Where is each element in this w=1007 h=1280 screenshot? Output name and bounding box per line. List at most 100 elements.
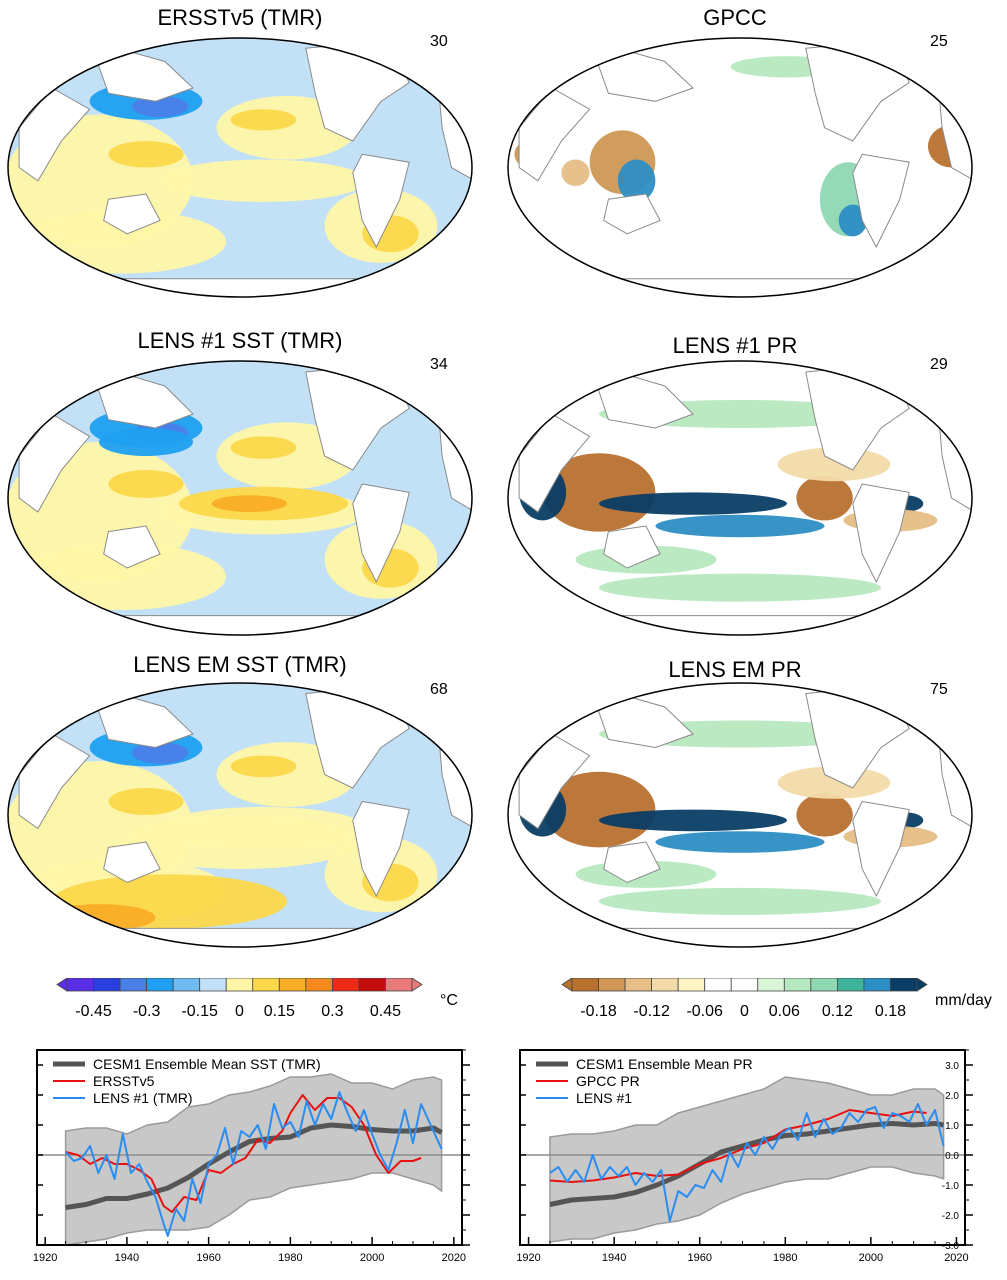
precip-map <box>507 37 973 298</box>
map-border <box>507 37 973 298</box>
sst-timeseries-chart: 1920 1940 1960 1980 2000 2020 CESM1 Ensemble M… <box>33 1049 470 1264</box>
landmass <box>103 525 161 569</box>
colorbar-end-low <box>56 978 68 992</box>
field-contour <box>211 495 287 512</box>
landmass <box>103 841 161 884</box>
field-contour <box>599 887 881 915</box>
map-count: 34 <box>430 356 448 373</box>
field-contour <box>617 159 656 202</box>
field-contour <box>230 436 297 459</box>
colorbar-swatch <box>677 978 706 992</box>
field-contour <box>108 141 184 168</box>
colorbar-swatch <box>66 978 94 992</box>
colorbar-swatch <box>119 978 148 992</box>
x-tick-label: 2000 <box>360 1252 384 1264</box>
colorbar-tick-label: 0.06 <box>769 1003 800 1020</box>
colorbar-swatch <box>331 978 360 992</box>
legend-label: CESM1 Ensemble Mean SST (TMR) <box>93 1056 321 1072</box>
field-contour <box>108 470 184 498</box>
sst-map <box>7 360 473 636</box>
x-tick-label: 2000 <box>859 1252 883 1264</box>
x-tick-label: 1920 <box>33 1252 57 1264</box>
colorbar-swatch <box>704 978 732 992</box>
landmass <box>352 483 410 584</box>
map-count: 68 <box>430 681 448 698</box>
x-tick-label: 1940 <box>602 1252 626 1264</box>
x-tick-label: 2020 <box>442 1252 466 1264</box>
y-tick-label: -1.0 <box>942 1181 960 1192</box>
precip-unit-label: mm/day <box>935 992 992 1009</box>
sst-map <box>7 37 473 298</box>
colorbar-swatch <box>146 978 174 992</box>
colorbar-swatch <box>863 978 891 992</box>
field-contour <box>599 809 787 832</box>
ensemble-spread-band <box>64 1073 443 1246</box>
map-border <box>7 682 473 948</box>
landmass <box>852 483 910 584</box>
colorbar-swatch <box>836 978 865 992</box>
landmass <box>352 153 410 249</box>
x-tick-label: 1920 <box>516 1252 540 1264</box>
y-tick-label: 2.0 <box>945 1091 959 1102</box>
field-contour <box>796 793 853 837</box>
precip-timeseries-chart: 1920 1940 1960 1980 2000 2020-3.0 -2.0 -1.0 0.0 1… <box>516 1049 973 1264</box>
map-border <box>7 37 473 298</box>
colorbar-tick-label: -0.15 <box>181 1003 218 1020</box>
legend-label: GPCC PR <box>576 1073 640 1089</box>
field-contour <box>542 771 656 848</box>
landmass <box>852 153 910 249</box>
colorbar-tick-label: 0 <box>740 1003 749 1020</box>
precip-map <box>507 682 973 948</box>
observation-line <box>65 1094 422 1213</box>
y-tick-label: 0.0 <box>945 1151 959 1162</box>
colorbar-end-low <box>561 978 573 992</box>
colorbar-tick-label: 0.45 <box>370 1003 401 1020</box>
x-tick-label: 2020 <box>944 1252 968 1264</box>
map-field <box>8 361 472 635</box>
field-contour <box>131 742 189 764</box>
x-tick-label: 1960 <box>687 1252 711 1264</box>
colorbar-swatch <box>305 978 333 992</box>
x-tick-label: 1980 <box>773 1252 797 1264</box>
colorbar-swatch <box>651 978 679 992</box>
map-border <box>7 360 473 636</box>
map-title: LENS #1 PR <box>672 333 798 358</box>
y-tick-label: 1.0 <box>945 1121 959 1132</box>
colorbar-tick-label: -0.18 <box>580 1003 617 1020</box>
field-contour <box>99 428 193 456</box>
landmass <box>352 800 410 898</box>
map-count: 25 <box>930 33 948 50</box>
field-contour <box>52 874 287 929</box>
colorbar-swatch <box>199 978 227 992</box>
map-title: LENS #1 SST (TMR) <box>137 328 343 353</box>
colorbar-tick-label: -0.45 <box>75 1003 112 1020</box>
colorbar-swatch <box>172 978 201 992</box>
map-count: 75 <box>930 681 948 698</box>
landmass <box>103 193 161 235</box>
field-contour <box>230 109 297 131</box>
field-contour <box>838 204 867 237</box>
map-border <box>507 682 973 948</box>
map-title: ERSSTv5 (TMR) <box>157 5 323 30</box>
colorbar-swatch <box>730 978 759 992</box>
field-contour <box>131 95 189 118</box>
x-tick-label: 1980 <box>278 1252 302 1264</box>
landmass <box>603 841 661 884</box>
colorbar-tick-label: 0.12 <box>822 1003 853 1020</box>
landmass <box>603 525 661 569</box>
legend-label: CESM1 Ensemble Mean PR <box>576 1056 753 1072</box>
map-title: LENS EM PR <box>668 657 802 682</box>
map-border <box>507 360 973 636</box>
field-contour <box>230 755 297 778</box>
colorbar-swatch <box>252 978 280 992</box>
y-tick-label: -3.0 <box>942 1241 960 1252</box>
y-tick-label: 3.0 <box>945 1061 959 1072</box>
colorbar-swatch <box>598 978 626 992</box>
field-contour <box>160 159 367 202</box>
colorbar-tick-label: 0.18 <box>875 1003 906 1020</box>
colorbar-tick-label: -0.06 <box>686 1003 723 1020</box>
map-field <box>8 683 472 947</box>
field-contour <box>122 815 358 869</box>
landmass <box>603 193 661 235</box>
map-count: 29 <box>930 356 948 373</box>
